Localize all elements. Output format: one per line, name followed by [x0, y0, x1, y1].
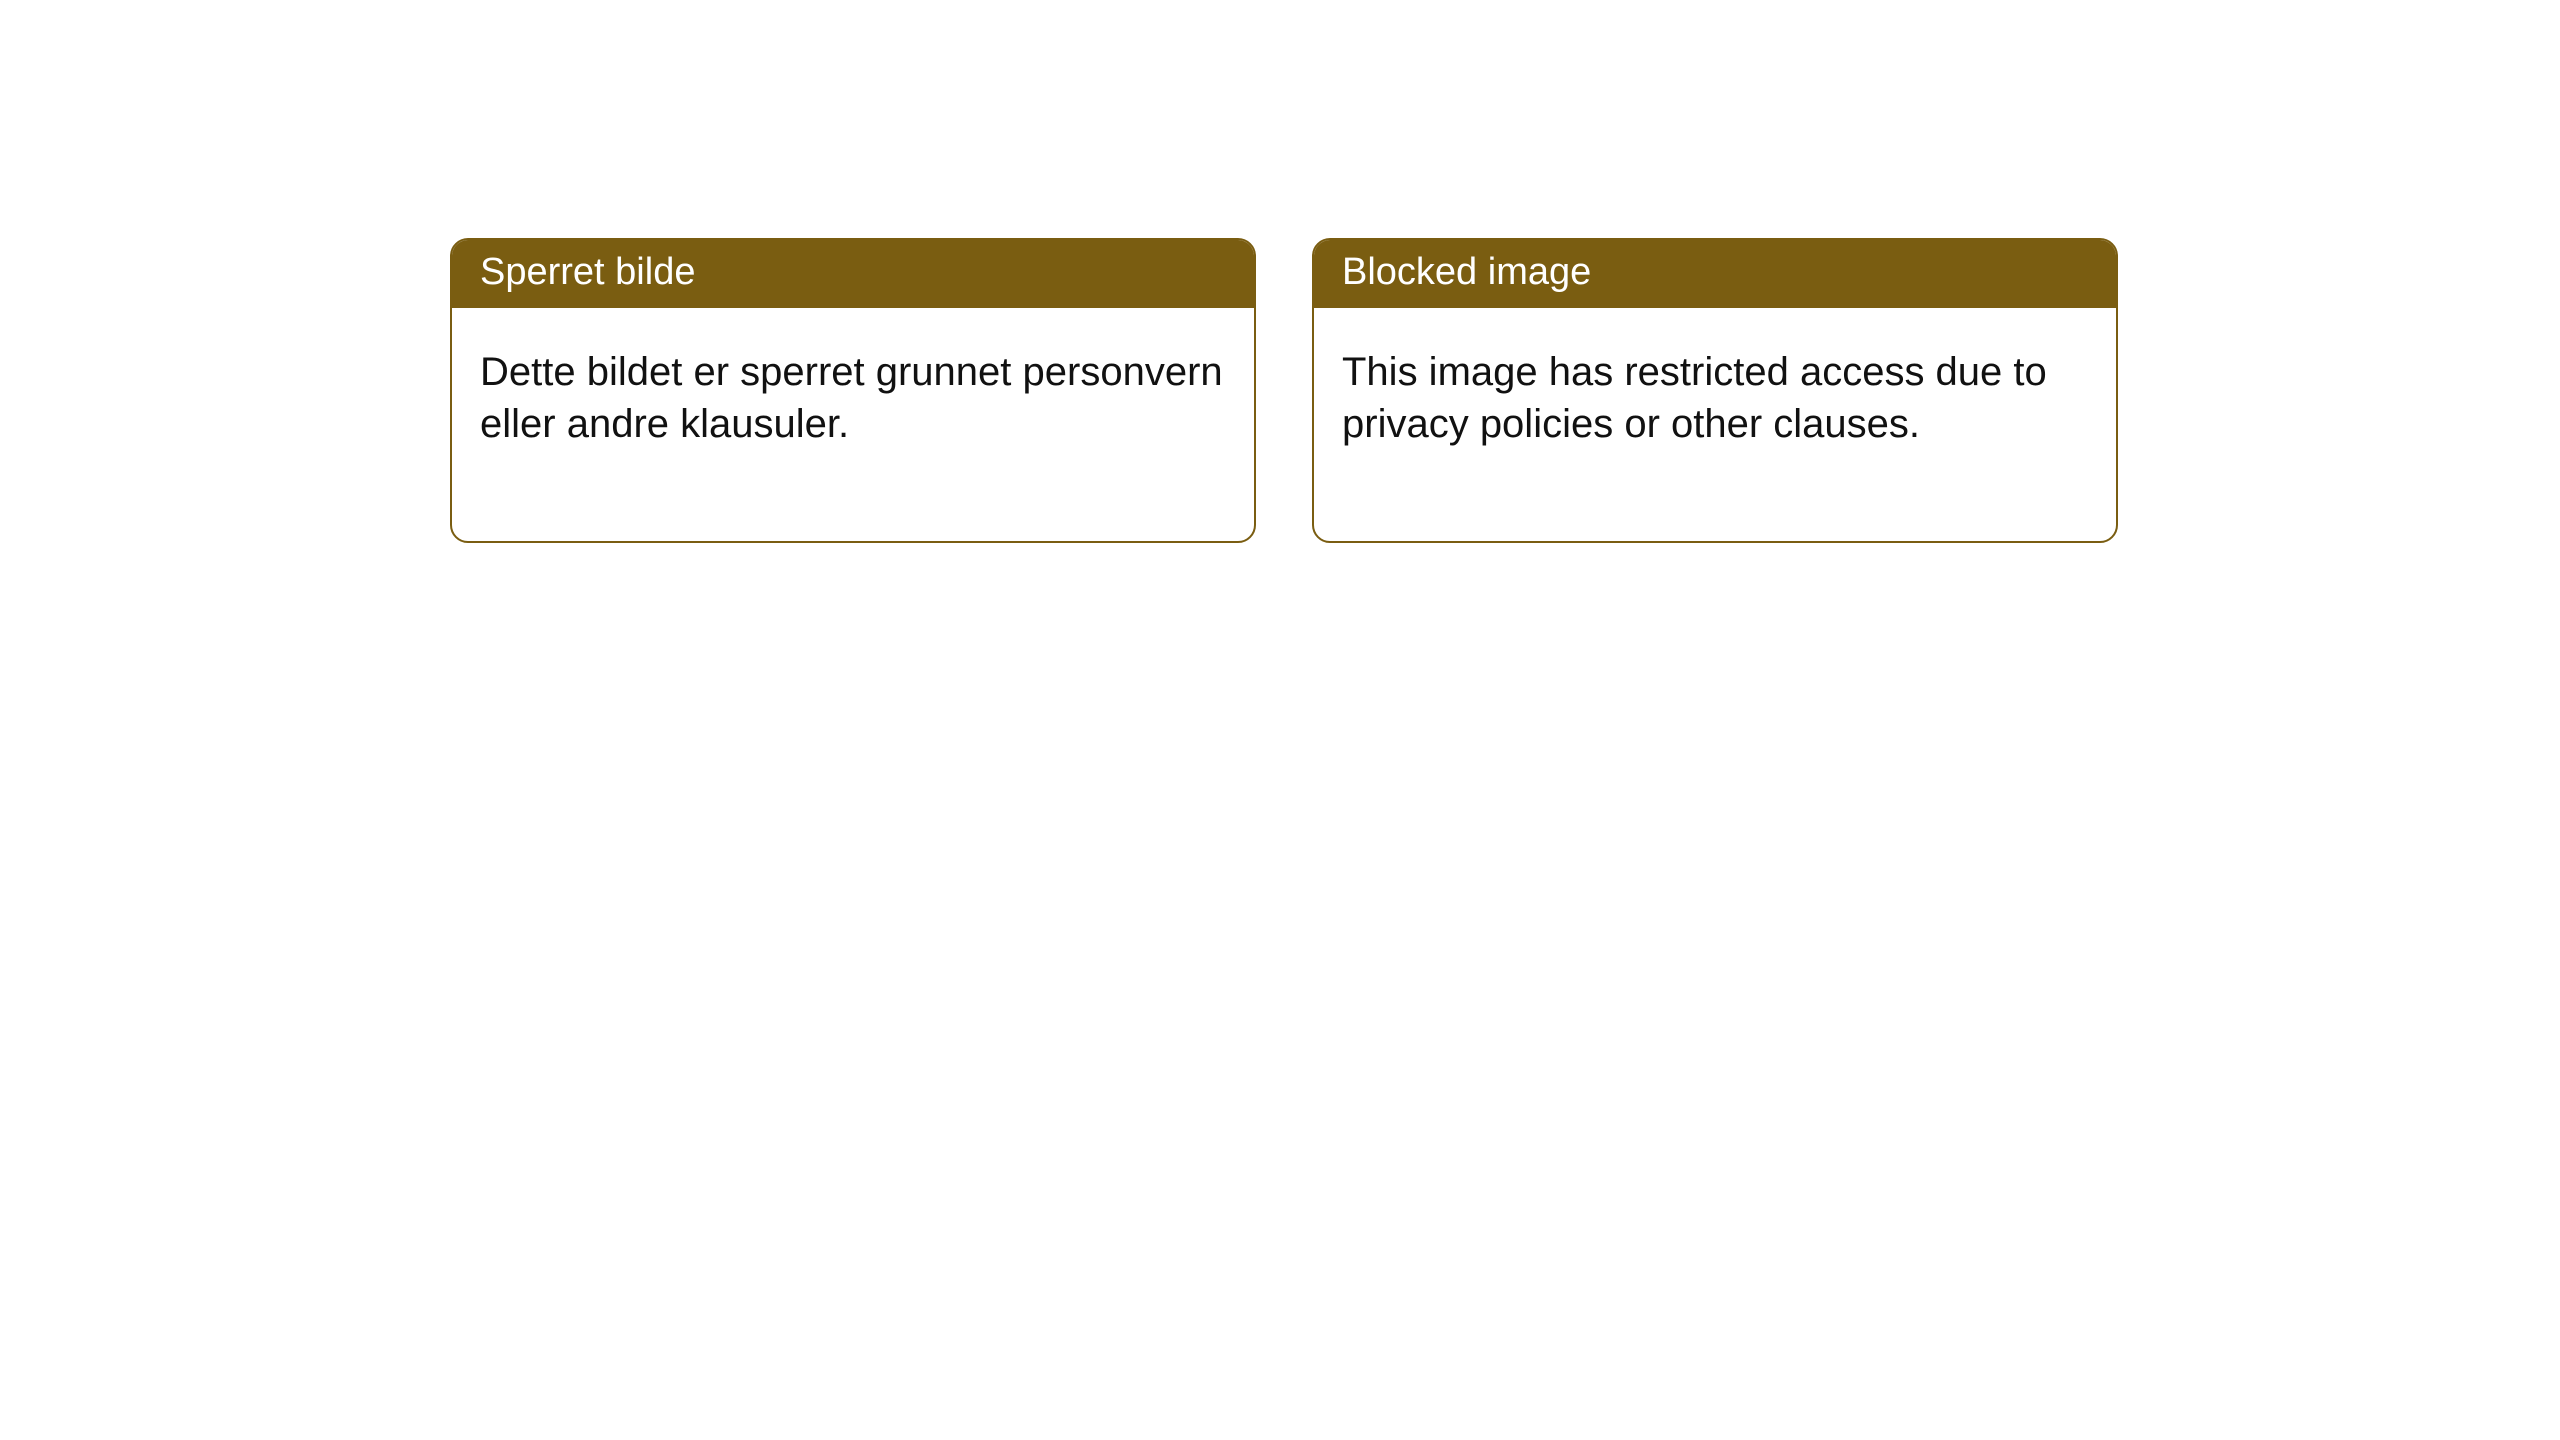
notice-card-no: Sperret bilde Dette bildet er sperret gr… — [450, 238, 1256, 543]
notice-title-no: Sperret bilde — [452, 240, 1254, 308]
notice-body-no: Dette bildet er sperret grunnet personve… — [452, 308, 1254, 542]
notice-container: Sperret bilde Dette bildet er sperret gr… — [0, 0, 2560, 543]
notice-card-en: Blocked image This image has restricted … — [1312, 238, 2118, 543]
notice-title-en: Blocked image — [1314, 240, 2116, 308]
notice-body-en: This image has restricted access due to … — [1314, 308, 2116, 542]
